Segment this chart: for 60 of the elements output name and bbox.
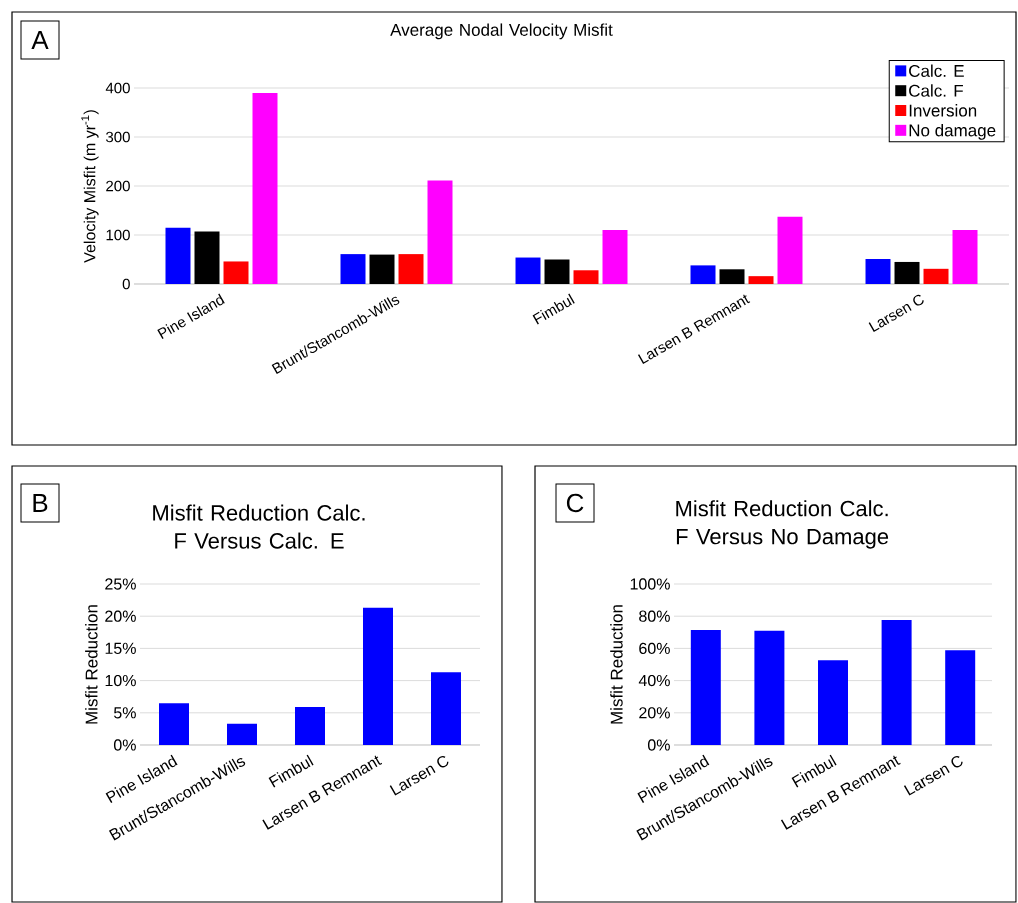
y-tick-label: 400 xyxy=(105,82,130,94)
bar xyxy=(602,230,628,284)
bar xyxy=(340,254,366,284)
bar xyxy=(427,180,453,284)
bar xyxy=(252,92,278,284)
bar xyxy=(398,254,424,284)
bar xyxy=(295,707,325,745)
legend-label: Calc. E xyxy=(909,64,964,77)
chart-title: Average Nodal Velocity Misfit xyxy=(390,23,613,40)
y-tick-label: 100% xyxy=(630,578,670,590)
bar xyxy=(865,259,891,284)
bar xyxy=(881,620,912,745)
y-axis-title: Velocity Misfit (m yr$^{-1}$) xyxy=(81,110,99,263)
legend-label: No damage xyxy=(909,123,996,140)
bar xyxy=(952,230,978,284)
bar xyxy=(194,231,220,284)
bar xyxy=(923,268,949,284)
bar xyxy=(544,259,570,284)
bar xyxy=(369,254,395,284)
y-tick-label: 25% xyxy=(105,578,136,590)
bar xyxy=(748,276,774,284)
y-tick-label: 10% xyxy=(105,674,136,687)
legend-label: Inversion xyxy=(909,104,977,117)
y-axis-title: Misfit Reduction xyxy=(85,605,98,724)
text: A xyxy=(31,31,49,49)
y-axis-title: Misfit Reduction xyxy=(610,605,623,724)
y-tick-label: 200 xyxy=(106,180,130,192)
y-tick-label: 20% xyxy=(639,707,670,719)
text: B xyxy=(33,494,48,512)
bar xyxy=(690,629,721,745)
bar xyxy=(719,269,745,284)
chart-title: Misfit Reduction Calc. F Versus Calc. E xyxy=(153,504,365,549)
legend-label: Calc. F xyxy=(909,84,963,97)
y-tick-label: 300 xyxy=(106,131,130,143)
bar xyxy=(165,227,191,284)
bar xyxy=(894,261,920,284)
bar xyxy=(431,672,461,745)
y-tick-label: 15% xyxy=(105,642,136,655)
bar xyxy=(159,703,189,745)
y-tick-label: 0 xyxy=(122,278,130,290)
y-tick-label: 40% xyxy=(638,674,670,687)
bar xyxy=(818,660,848,745)
text: C xyxy=(566,493,584,513)
bar xyxy=(223,261,249,284)
y-tick-label: 5% xyxy=(113,707,136,719)
y-tick-label: 80% xyxy=(639,610,670,622)
bar xyxy=(945,650,976,745)
bar xyxy=(690,265,716,284)
bar xyxy=(227,723,257,745)
chart-title: Misfit Reduction Calc. F Versus No Damage xyxy=(676,500,889,549)
bar xyxy=(515,257,541,284)
y-tick-label: 20% xyxy=(105,610,136,622)
bar xyxy=(363,607,393,745)
y-tick-label: 60% xyxy=(639,642,670,655)
bar xyxy=(754,630,785,745)
y-tick-label: 100 xyxy=(106,229,130,241)
bar xyxy=(777,216,803,284)
bar xyxy=(573,270,599,284)
y-tick-label: 0% xyxy=(647,739,670,751)
y-tick-label: 0% xyxy=(113,739,136,751)
